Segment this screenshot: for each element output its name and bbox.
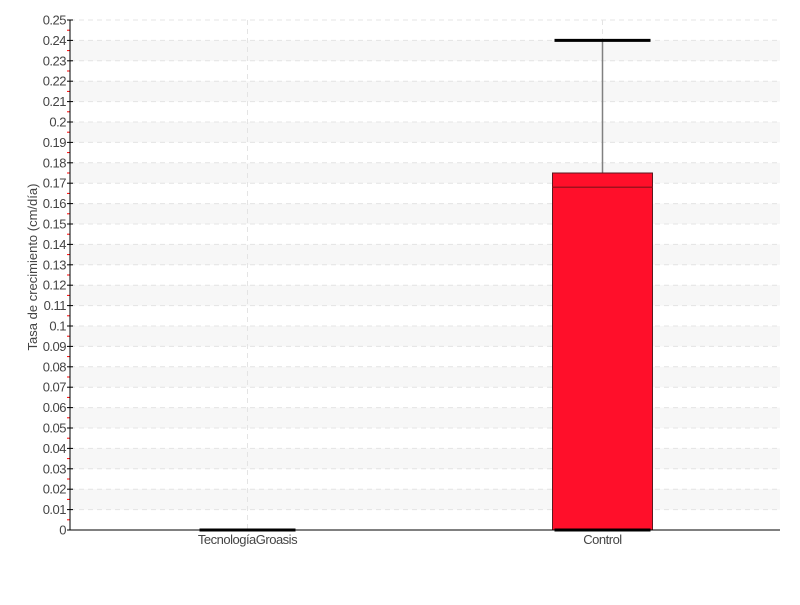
y-tick-label: 0.11 — [44, 298, 67, 313]
grid-band — [70, 285, 780, 306]
y-tick-label: 0.24 — [43, 33, 67, 48]
y-tick-label: 0.22 — [43, 74, 67, 89]
y-tick-label: 0.04 — [43, 441, 67, 456]
y-tick-label: 0.06 — [43, 400, 67, 415]
grid-band — [70, 326, 780, 347]
x-tick-label: TecnologíaGroasis — [198, 532, 298, 547]
grid-band — [70, 162, 780, 184]
y-tick-label: 0.1 — [49, 319, 66, 334]
grid-band — [70, 40, 780, 61]
grid-band — [70, 489, 780, 510]
grid-band — [70, 244, 780, 265]
grid-band — [70, 203, 780, 224]
y-tick-label: 0.25 — [43, 13, 67, 28]
box — [552, 172, 653, 531]
y-tick-label: 0.09 — [43, 339, 67, 354]
y-tick-label: 0.17 — [43, 176, 67, 191]
y-tick-label: 0.07 — [43, 380, 67, 395]
y-tick-label: 0.01 — [43, 502, 67, 517]
y-tick-label: 0.03 — [43, 461, 67, 476]
y-tick-label: 0.02 — [43, 482, 67, 497]
y-tick-label: 0.23 — [43, 53, 67, 68]
grid-band — [70, 122, 780, 143]
y-tick-label: 0.14 — [43, 237, 67, 252]
y-tick-label: 0.2 — [49, 115, 66, 130]
y-tick-label: 0.18 — [43, 155, 67, 170]
y-tick-label: 0.16 — [43, 196, 67, 211]
y-tick-label: 0.13 — [43, 257, 67, 272]
y-axis-label: Tasa de crecimiento (cm/día) — [25, 184, 40, 351]
y-tick-label: 0.12 — [43, 278, 67, 293]
x-tick-label: Control — [583, 532, 622, 547]
y-tick-label: 0.19 — [43, 135, 67, 150]
grid-band — [70, 366, 780, 388]
grid-band — [70, 407, 780, 428]
y-tick-label: 0.05 — [43, 421, 67, 436]
grid-band — [70, 448, 780, 469]
y-tick-label: 0.21 — [43, 94, 67, 109]
y-tick-label: 0.15 — [43, 217, 67, 232]
y-tick-label: 0.08 — [43, 359, 67, 374]
y-tick-label: 0 — [59, 523, 66, 538]
grid-band — [70, 81, 780, 102]
